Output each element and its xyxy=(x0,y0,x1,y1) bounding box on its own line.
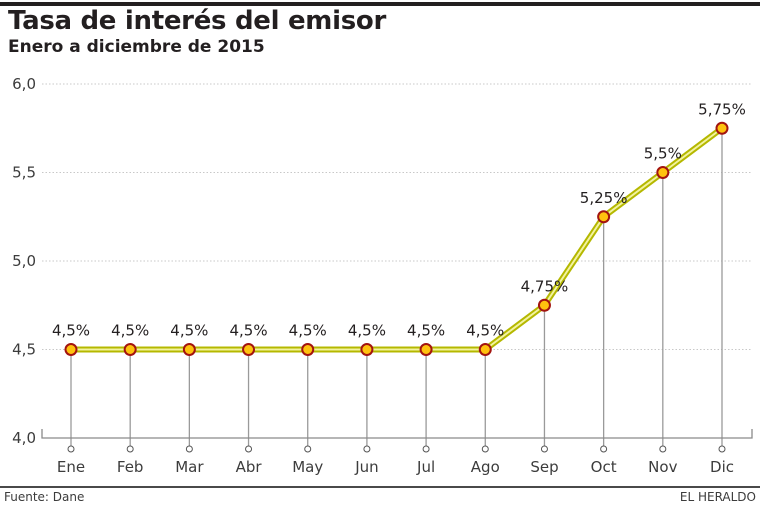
data-point xyxy=(478,343,492,356)
data-point xyxy=(301,343,315,356)
x-tick-dot xyxy=(422,445,430,453)
series-line-outer xyxy=(71,125,724,353)
data-point xyxy=(715,121,729,135)
data-label: 4,5% xyxy=(229,322,267,340)
x-tick-label: Abr xyxy=(236,458,263,476)
x-tick-label: Oct xyxy=(591,458,617,476)
x-tick-label: Dic xyxy=(710,458,734,476)
y-tick-label: 4,5 xyxy=(12,341,36,359)
x-tick-label: Ene xyxy=(57,458,85,476)
data-labels: 4,5% 4,5% 4,5% 4,5% 4,5% 4,5% 4,5% 4,5% 4,75% 5,2… xyxy=(52,100,746,339)
data-point xyxy=(656,166,670,179)
x-axis xyxy=(41,429,753,439)
chart-title: Tasa de interés del emisor xyxy=(8,6,386,36)
x-tick-dot xyxy=(540,445,548,453)
data-label: 4,5% xyxy=(111,322,149,340)
y-tick-label: 4,0 xyxy=(12,429,36,447)
chart-subtitle: Enero a diciembre de 2015 xyxy=(8,37,265,57)
gridlines xyxy=(42,83,752,350)
data-point xyxy=(537,298,551,312)
line-chart: 4,0 4,5 5,0 5,5 6,0 Ene Feb Mar Abr May Jun Jul Ago… xyxy=(12,75,753,476)
data-label: 5,5% xyxy=(644,145,682,163)
x-tick-dot xyxy=(304,445,312,453)
data-point xyxy=(64,343,78,356)
x-tick-label: Feb xyxy=(117,458,144,476)
data-point xyxy=(419,343,433,356)
x-tick-dot xyxy=(481,445,489,453)
series-line-inner xyxy=(71,127,723,351)
series-line xyxy=(71,125,724,353)
x-tick-dot xyxy=(600,445,608,453)
data-point xyxy=(360,343,374,356)
stems xyxy=(70,128,723,446)
data-label: 5,75% xyxy=(698,100,746,118)
x-tick-dot xyxy=(718,445,726,453)
data-point xyxy=(182,343,196,356)
x-tick-dot xyxy=(185,445,193,453)
data-label: 4,5% xyxy=(407,322,445,340)
y-tick-label: 5,0 xyxy=(12,252,36,270)
x-tick-label: Nov xyxy=(648,458,677,476)
data-label: 4,5% xyxy=(52,322,90,340)
data-label: 4,5% xyxy=(466,322,504,340)
source-note: Fuente: Dane xyxy=(4,490,85,504)
x-tick-dot xyxy=(363,445,371,453)
x-axis-ticks: Ene Feb Mar Abr May Jun Jul Ago Sep Oct Nov Dic xyxy=(57,445,734,476)
x-tick-label: Jul xyxy=(416,458,435,476)
data-label: 5,25% xyxy=(580,189,628,207)
data-label: 4,75% xyxy=(521,277,569,295)
data-label: 4,5% xyxy=(348,322,386,340)
y-tick-label: 5,5 xyxy=(12,164,36,182)
y-tick-label: 6,0 xyxy=(12,75,36,93)
footer-rule xyxy=(0,486,760,488)
data-label: 4,5% xyxy=(170,322,208,340)
x-tick-dot xyxy=(245,445,253,453)
x-tick-dot xyxy=(126,445,134,453)
top-rule xyxy=(0,2,760,6)
x-tick-label: Sep xyxy=(530,458,558,476)
publisher-brand: EL HERALDO xyxy=(679,490,756,504)
data-point xyxy=(242,343,256,356)
x-tick-label: Mar xyxy=(175,458,204,476)
data-point xyxy=(123,343,137,356)
data-label: 4,5% xyxy=(289,322,327,340)
data-point xyxy=(597,210,611,224)
x-tick-label: Ago xyxy=(471,458,500,476)
y-axis-ticks: 4,0 4,5 5,0 5,5 6,0 xyxy=(12,75,36,447)
x-axis-line xyxy=(41,429,753,439)
data-markers xyxy=(64,121,729,356)
x-tick-label: May xyxy=(292,458,323,476)
x-tick-dot xyxy=(659,445,667,453)
x-tick-label: Jun xyxy=(354,458,378,476)
x-tick-dot xyxy=(67,445,75,453)
